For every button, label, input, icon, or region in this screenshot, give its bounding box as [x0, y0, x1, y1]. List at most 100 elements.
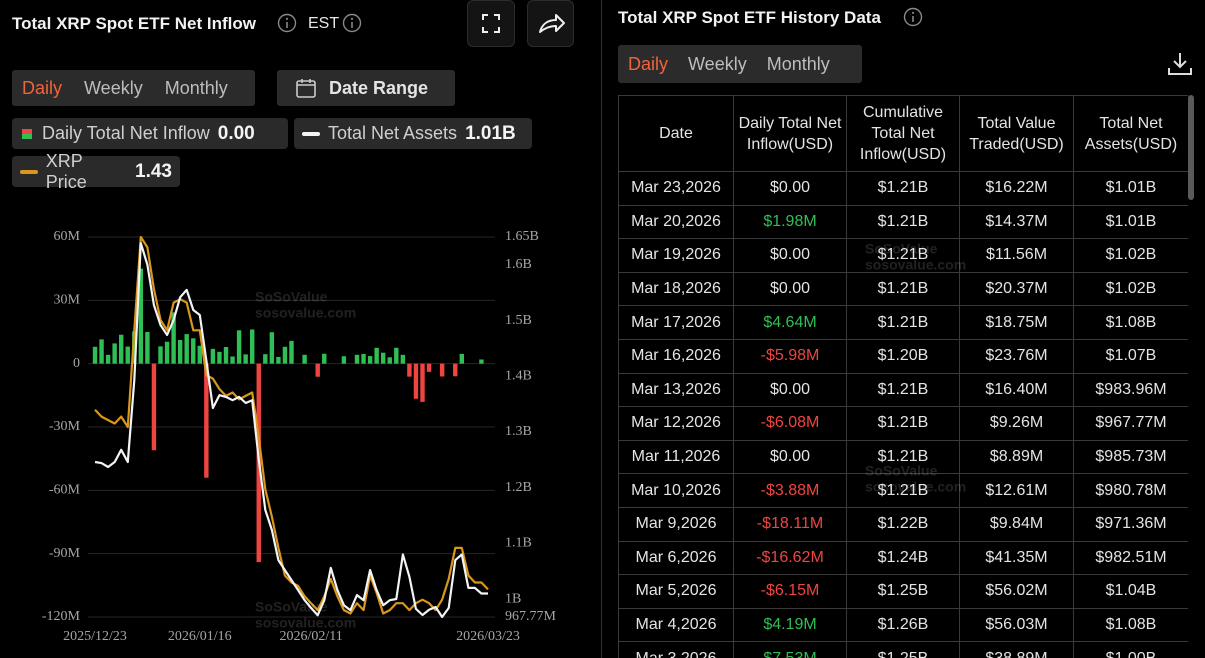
tab[interactable]: Daily [22, 77, 63, 98]
bar [407, 363, 412, 377]
table-cell: $1.20B [846, 338, 960, 374]
info-icon[interactable] [342, 13, 362, 33]
table-cell: -$6.08M [733, 406, 847, 441]
timezone[interactable]: EST [308, 15, 340, 32]
table-cell: $7.53M [733, 641, 847, 658]
table-cell: $18.75M [959, 305, 1074, 340]
tab[interactable]: Monthly [164, 77, 228, 98]
table-cell: $982.51M [1073, 540, 1188, 576]
y-tick-label: 0 [73, 356, 80, 371]
date-range-button[interactable]: Date Range [277, 70, 455, 106]
bar [230, 356, 235, 364]
legend-item[interactable]: Daily Total Net Inflow 0.00 [12, 118, 288, 149]
bar [223, 346, 229, 364]
bar [92, 346, 98, 364]
table-cell: $1.25B [846, 574, 960, 609]
bar [210, 348, 216, 364]
table-row: Mar 17,2026 $4.64M $1.21B $18.75M $1.08B [618, 305, 1188, 340]
scrollbar[interactable] [1188, 95, 1194, 200]
table-cell: Mar 10,2026 [618, 473, 734, 508]
y-tick-label: 60M [54, 229, 81, 244]
table-cell: $1.04B [1073, 574, 1188, 609]
table-cell: $1.25B [846, 641, 960, 658]
legend-item[interactable]: Total Net Assets 1.01B [294, 118, 532, 149]
table-cell: $16.22M [959, 171, 1074, 206]
date-range-label: Date Range [329, 77, 429, 98]
bar [459, 353, 464, 364]
period-tabs: Daily Weekly Monthly [12, 70, 255, 106]
table-cell: Mar 13,2026 [618, 372, 734, 408]
legend-item[interactable]: XRP Price 1.43 [12, 151, 180, 192]
bar [387, 357, 392, 364]
table-cell: Mar 3,2026 [618, 641, 734, 658]
bar [99, 339, 104, 364]
table-cell: $1.21B [846, 305, 960, 340]
table-row: Mar 18,2026 $0.00 $1.21B $20.37M $1.02B [618, 271, 1188, 307]
table-cell: $1.21B [846, 473, 960, 508]
bar [341, 356, 347, 364]
bar [125, 346, 130, 364]
y2-tick-label: 1.2B [505, 480, 532, 495]
table-cell: -$3.88M [733, 473, 847, 508]
table-cell: $1.21B [846, 271, 960, 307]
info-icon[interactable] [277, 13, 297, 33]
y-tick-label: -30M [49, 419, 81, 434]
bar [439, 363, 445, 377]
bar [269, 332, 275, 364]
table-cell: Mar 17,2026 [618, 305, 734, 340]
x-tick-label: 2026/02/11 [280, 629, 343, 644]
table-cell: -$16.62M [733, 540, 847, 576]
bar [132, 331, 137, 364]
table-title: Total XRP Spot ETF History Data [618, 8, 881, 27]
bar [164, 341, 170, 364]
table-cell: $1.02B [1073, 271, 1188, 307]
bar [276, 356, 281, 364]
tab[interactable]: Weekly [84, 77, 143, 98]
bar [217, 351, 222, 364]
legend-value: 1.01B [465, 122, 516, 144]
table-cell: $0.00 [733, 439, 847, 475]
bar [145, 332, 150, 364]
bar [453, 363, 458, 377]
bar [177, 340, 183, 364]
tab[interactable]: Weekly [688, 53, 747, 74]
table-cell: $1.21B [846, 238, 960, 273]
tab[interactable]: Monthly [766, 53, 830, 74]
table-cell: $1.07B [1073, 338, 1188, 374]
table-cell: $980.78M [1073, 473, 1188, 508]
table-cell: Mar 16,2026 [618, 338, 734, 374]
table-cell: $4.64M [733, 305, 847, 340]
y2-tick-label: 1.6B [505, 257, 532, 272]
table-cell: $1.00B [1073, 641, 1188, 658]
table-cell: $0.00 [733, 238, 847, 273]
table-cell: $1.08B [1073, 305, 1188, 340]
table-cell: $56.03M [959, 607, 1074, 643]
table-cell: $1.21B [846, 439, 960, 475]
y2-tick-label: 1B [505, 591, 521, 606]
download-icon[interactable] [1166, 50, 1194, 78]
table-cell: $1.98M [733, 204, 847, 240]
table-cell: $1.01B [1073, 204, 1188, 240]
chart: 60M 30M 0 -30M -60M -90M -120M 1.65B 1.6B 1.5B 1.4… [42, 229, 557, 644]
table-body: Mar 23,2026 $0.00 $1.21B $16.22M $1.01B Mar 2… [618, 171, 1188, 658]
fullscreen-button[interactable] [467, 0, 515, 47]
x-tick-label: 2025/12/23 [63, 629, 127, 644]
y-tick-label: -60M [49, 483, 81, 498]
info-icon[interactable] [903, 7, 923, 27]
table-cell: Mar 9,2026 [618, 506, 734, 542]
legend-label: Daily Total Net Inflow [42, 123, 210, 143]
tab[interactable]: Daily [628, 53, 669, 74]
bar [250, 329, 255, 364]
bar [361, 353, 366, 364]
share-button[interactable] [527, 0, 574, 47]
table-row: Mar 4,2026 $4.19M $1.26B $56.03M $1.08B [618, 607, 1188, 643]
bar [184, 334, 189, 364]
table-cell: -$18.11M [733, 506, 847, 542]
line [94, 235, 489, 615]
table-cell: $1.21B [846, 406, 960, 441]
bar [420, 363, 425, 402]
table-cell: $1.02B [1073, 238, 1188, 273]
calendar-icon [296, 79, 316, 98]
table-cell: Mar 4,2026 [618, 607, 734, 643]
column-header: Total Net Assets(USD) [1073, 95, 1188, 172]
